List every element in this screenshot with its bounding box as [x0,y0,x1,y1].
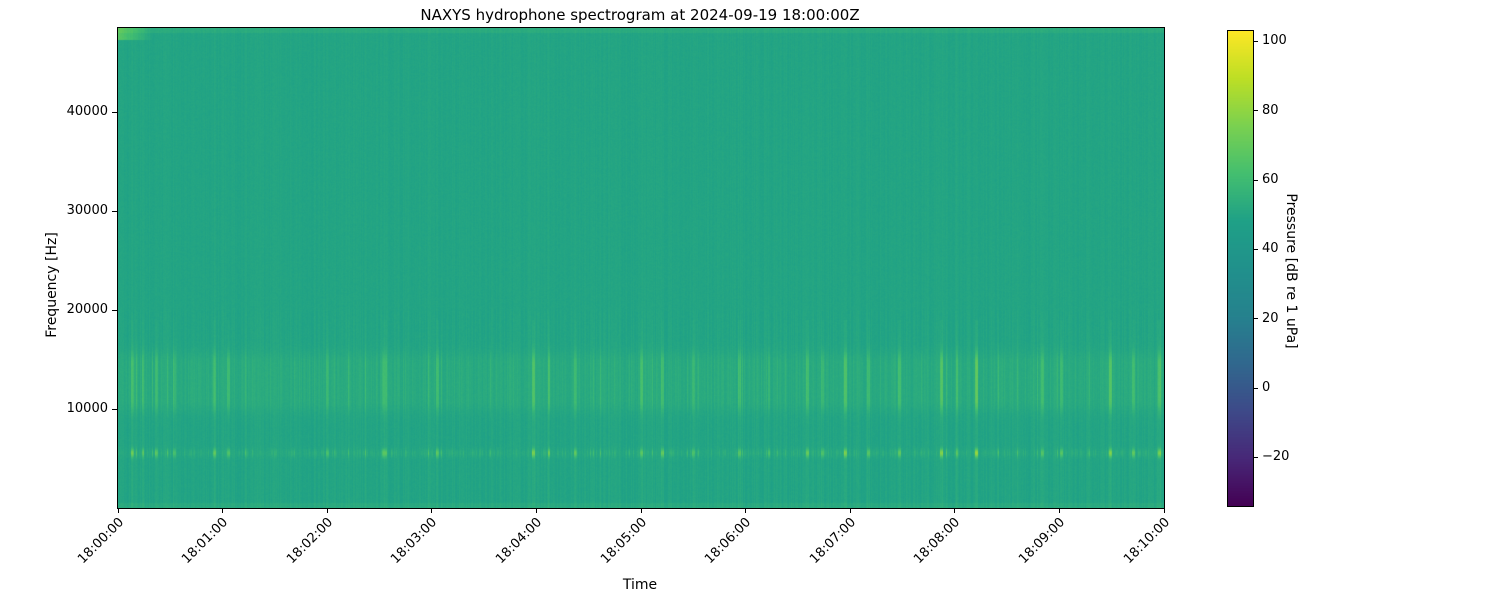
colorbar-tick-label: 40 [1262,241,1279,257]
x-tick-label: 18:08:00 [911,515,964,567]
x-tick-label: 18:10:00 [1120,515,1173,567]
colorbar-tick-mark [1253,318,1258,320]
colorbar-tick-mark [1253,110,1258,112]
x-tick-mark [431,509,433,513]
y-tick-mark [112,309,117,311]
chart-title: NAXYS hydrophone spectrogram at 2024-09-… [420,6,860,24]
x-tick-label: 18:06:00 [702,515,755,567]
x-tick-label: 18:01:00 [179,515,232,567]
colorbar-tick-mark [1253,456,1258,458]
y-tick-mark [112,408,117,410]
colorbar-tick-mark [1253,40,1258,42]
colorbar-canvas [1228,31,1253,506]
plot-area [117,27,1165,509]
spectrogram-canvas [118,28,1164,508]
x-tick-mark [745,509,747,513]
colorbar-tick-label: 80 [1262,102,1279,118]
x-tick-mark [954,509,956,513]
colorbar-tick-label: 100 [1262,33,1287,49]
colorbar-tick-label: −20 [1262,449,1290,465]
y-tick-mark [112,210,117,212]
x-tick-mark [117,509,119,513]
y-tick-label: 20000 [66,302,108,318]
colorbar-tick-label: 0 [1262,380,1271,396]
x-tick-label: 18:05:00 [597,515,650,567]
x-tick-label: 18:02:00 [283,515,336,567]
x-tick-label: 18:00:00 [74,515,127,567]
y-tick-label: 40000 [66,104,108,120]
x-tick-mark [1058,509,1060,513]
x-tick-label: 18:04:00 [493,515,545,567]
y-tick-label: 10000 [66,401,108,417]
x-tick-label: 18:03:00 [388,515,441,567]
x-tick-mark [640,509,642,513]
colorbar-tick-label: 60 [1262,172,1279,188]
x-tick-mark [849,509,851,513]
x-tick-mark [535,509,537,513]
colorbar-tick-mark [1253,179,1258,181]
colorbar-label: Pressure [dB re 1 uPa] [1283,193,1299,349]
x-tick-label: 18:07:00 [806,515,859,567]
colorbar-tick-mark [1253,248,1258,250]
colorbar-tick-mark [1253,387,1258,389]
colorbar [1227,30,1254,507]
colorbar-tick-label: 20 [1262,310,1279,326]
x-tick-label: 18:09:00 [1016,515,1068,567]
x-tick-mark [222,509,224,513]
y-axis-label: Frequency [Hz] [44,232,60,338]
x-tick-mark [1163,509,1165,513]
x-axis-label: Time [622,577,658,593]
y-tick-mark [112,111,117,113]
y-tick-label: 30000 [66,203,108,219]
x-tick-mark [326,509,328,513]
